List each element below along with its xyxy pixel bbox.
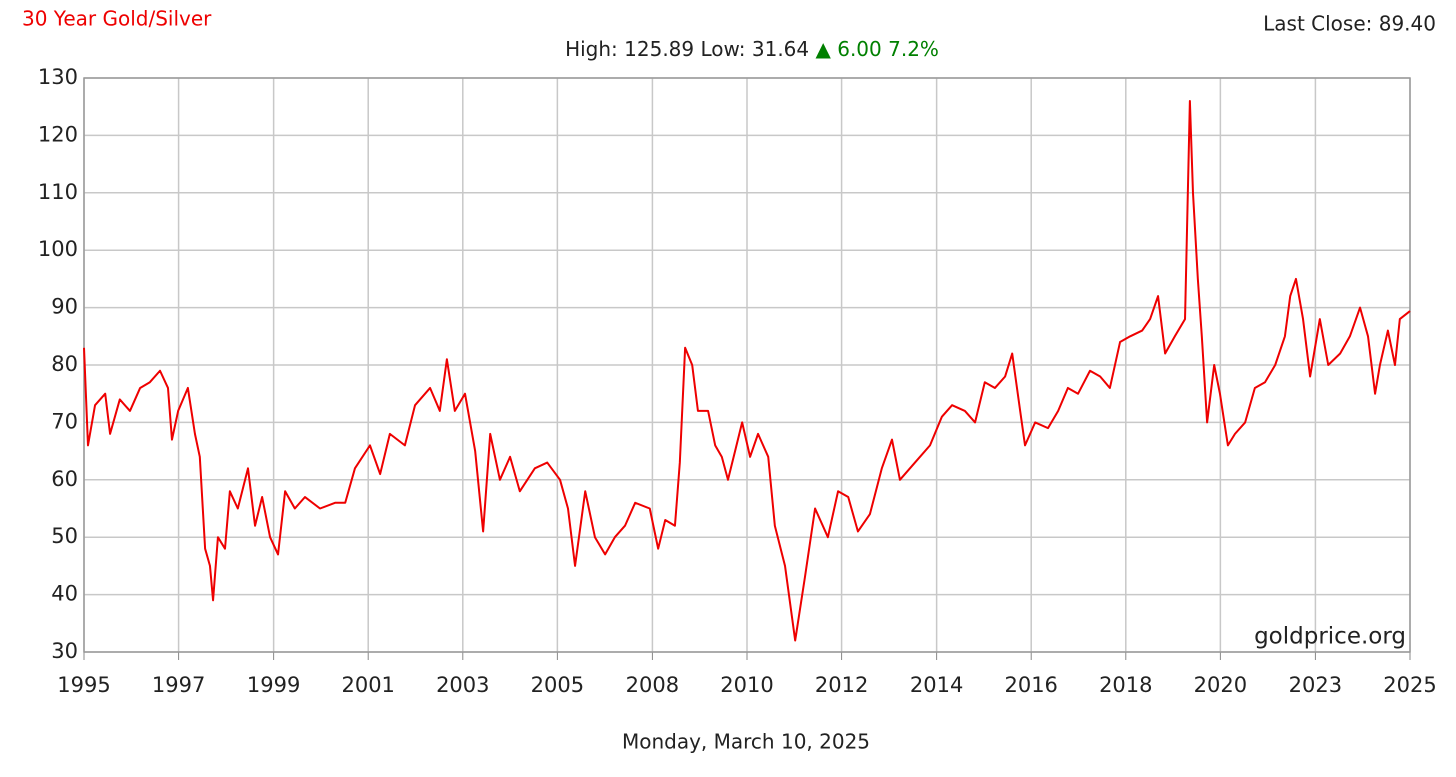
x-tick-label: 2023 [1289, 673, 1342, 697]
y-tick-label: 70 [51, 409, 78, 433]
x-tick-label: 2008 [626, 673, 679, 697]
x-tick-label: 1995 [57, 673, 110, 697]
x-tick-label: 1997 [152, 673, 205, 697]
price-line [83, 99, 1411, 642]
y-tick-label: 90 [51, 295, 78, 319]
x-tick-label: 2003 [436, 673, 489, 697]
change: ▲ 6.00 7.2% [815, 37, 938, 61]
y-tick-label: 60 [51, 467, 78, 491]
last-close: Last Close: 89.40 [1263, 12, 1436, 36]
high-low: High: 125.89 Low: 31.64 [565, 37, 809, 61]
y-tick-label: 120 [38, 122, 78, 146]
chart-title: 30 Year Gold/Silver [22, 7, 212, 31]
y-tick-label: 40 [51, 582, 78, 606]
x-tick-label: 2025 [1383, 673, 1436, 697]
x-tick-label: 2018 [1099, 673, 1152, 697]
x-tick-label: 2012 [815, 673, 868, 697]
y-tick-label: 100 [38, 237, 78, 261]
x-tick-label: 2010 [720, 673, 773, 697]
y-tick-label: 30 [51, 639, 78, 663]
y-tick-label: 80 [51, 352, 78, 376]
x-tick-label: 2014 [910, 673, 963, 697]
x-tick-label: 2005 [531, 673, 584, 697]
y-tick-label: 110 [38, 180, 78, 204]
watermark: goldprice.org [1254, 624, 1406, 650]
x-tick-label: 2016 [1004, 673, 1057, 697]
x-tick-label: 2020 [1194, 673, 1247, 697]
y-tick-label: 130 [38, 65, 78, 89]
x-tick-label: 1999 [247, 673, 300, 697]
x-tick-label: 2001 [341, 673, 394, 697]
x-axis-label: Monday, March 10, 2025 [622, 730, 870, 754]
stats: High: 125.89 Low: 31.64 ▲ 6.00 7.2% [565, 37, 939, 61]
y-tick-label: 50 [51, 524, 78, 548]
